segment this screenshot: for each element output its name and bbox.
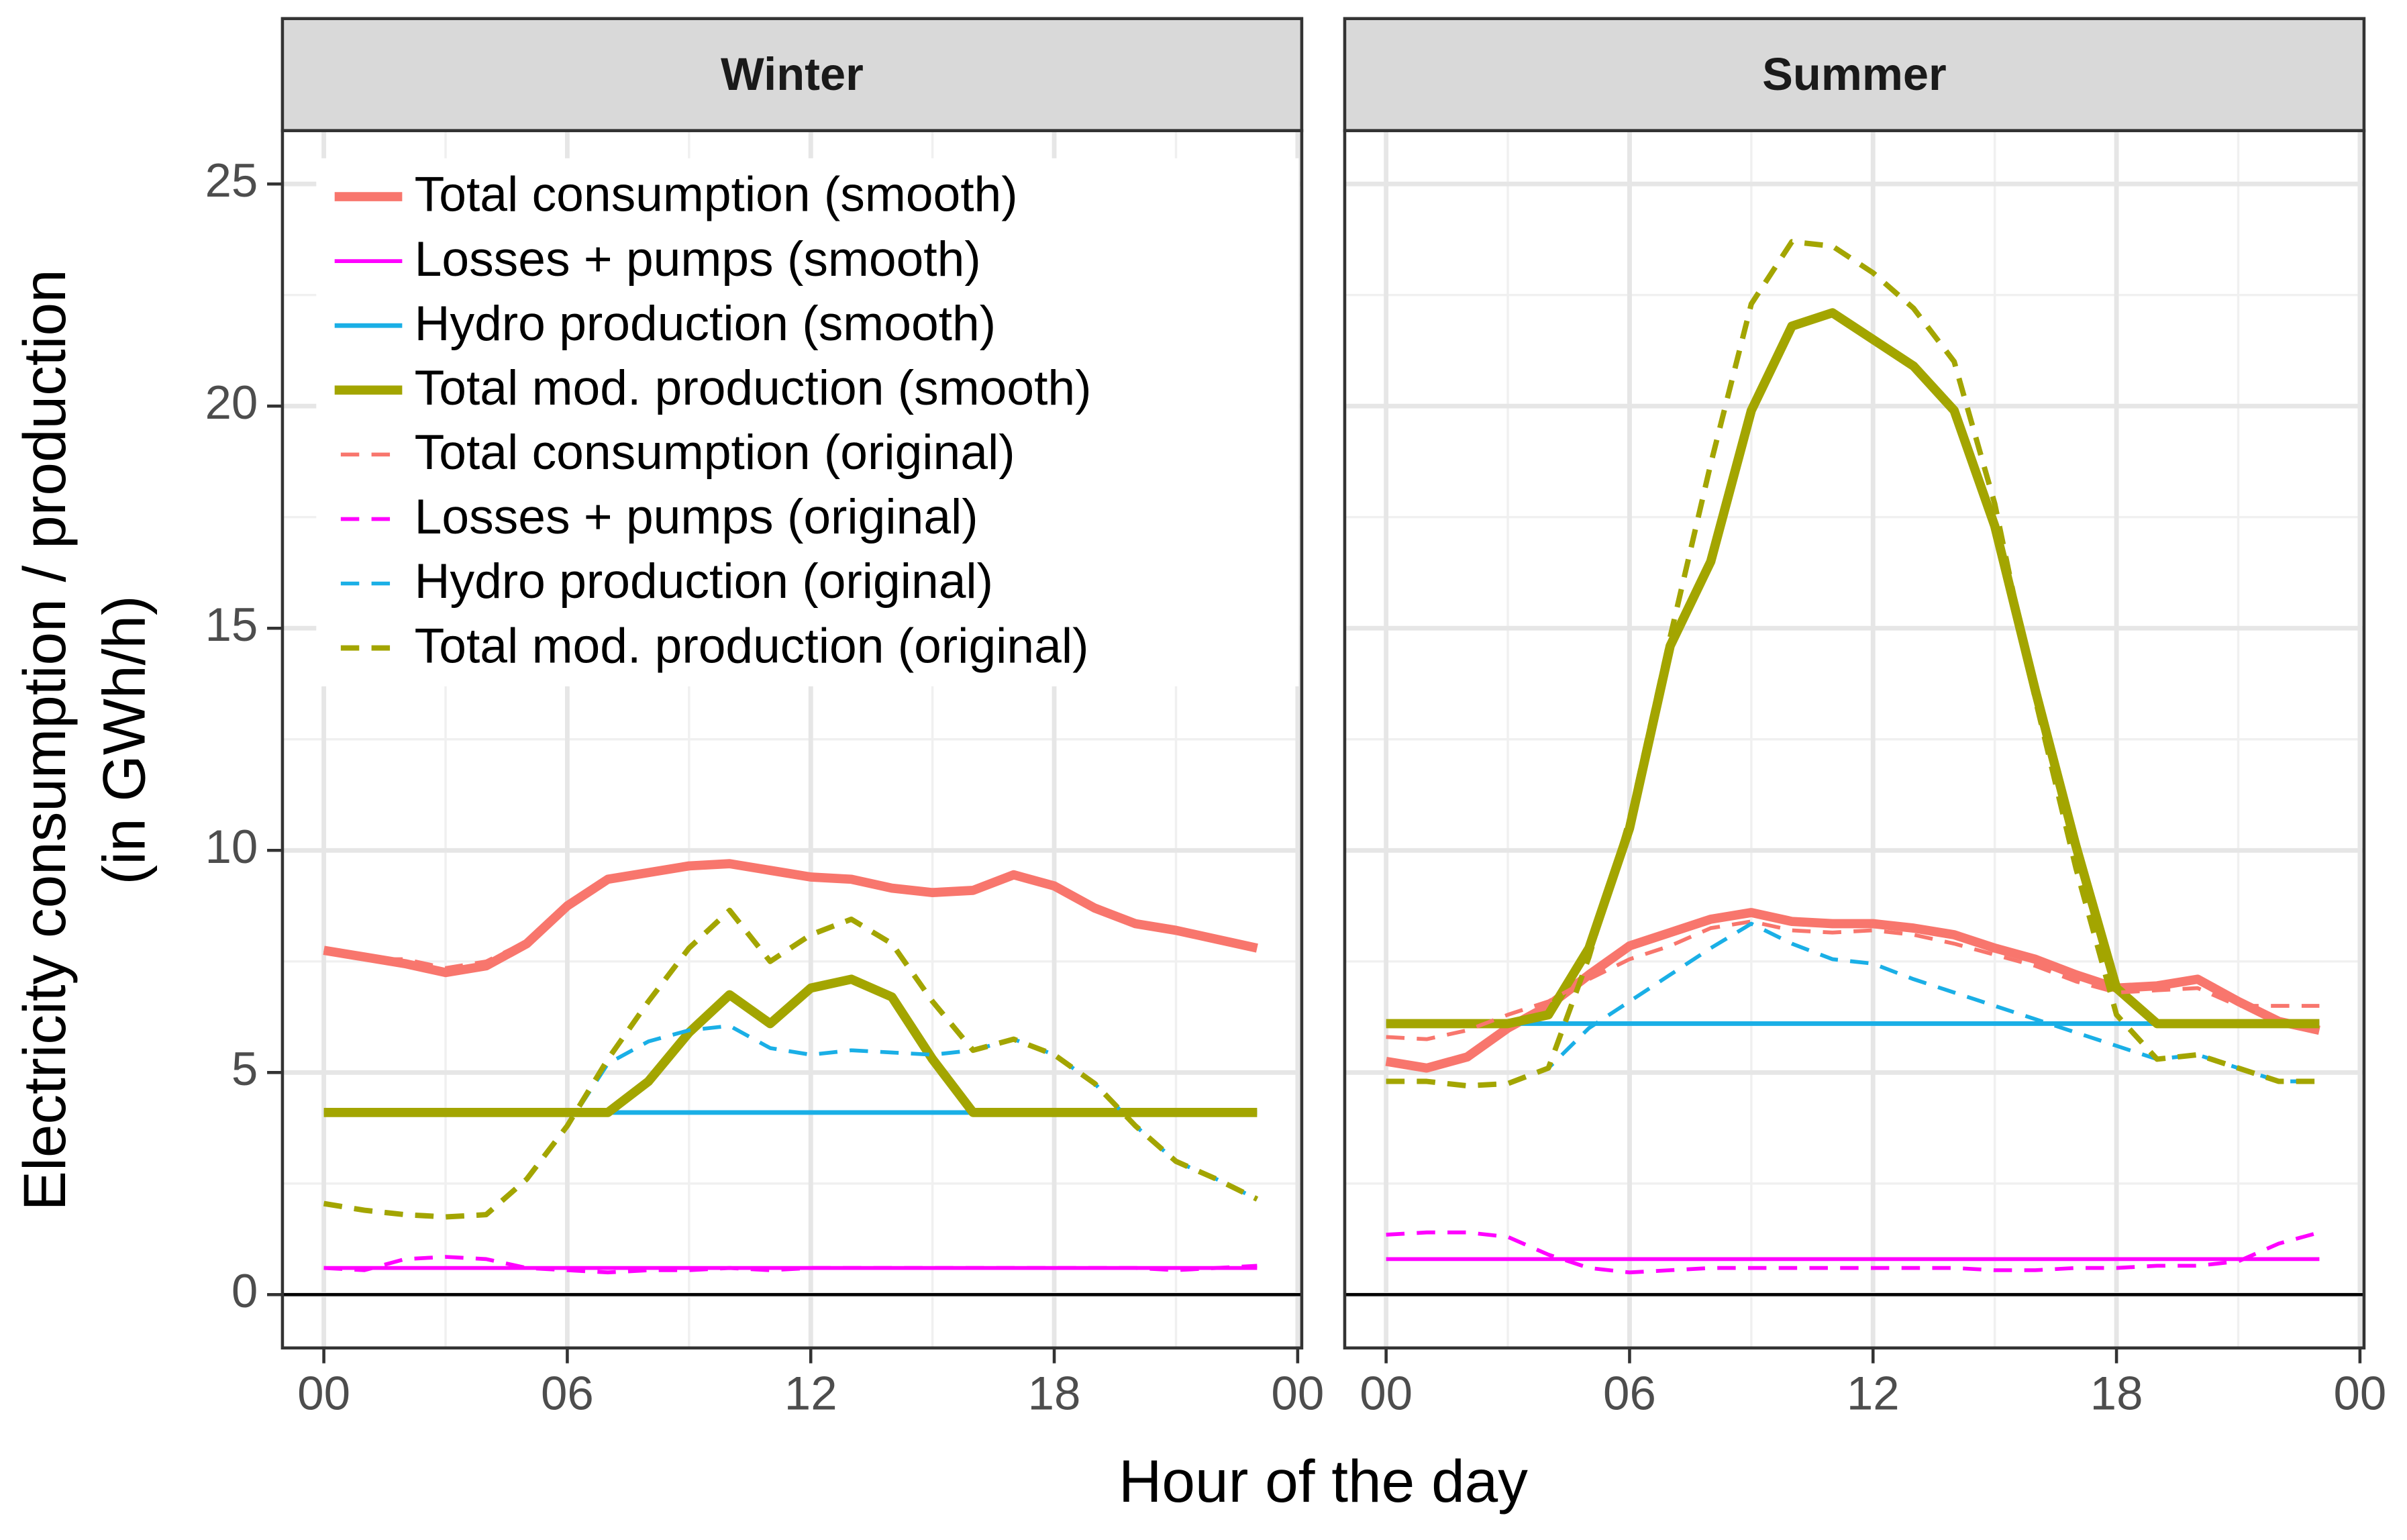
legend-label: Losses + pumps (original) bbox=[415, 489, 978, 544]
series-line bbox=[323, 862, 1258, 970]
x-axis-title: Hour of the day bbox=[1119, 1447, 1528, 1515]
x-tick-label: 06 bbox=[1603, 1368, 1656, 1421]
legend-label: Total consumption (smooth) bbox=[415, 167, 1018, 222]
legend-label: Total consumption (original) bbox=[415, 425, 1015, 480]
x-tick-label: 12 bbox=[784, 1368, 837, 1421]
legend-label: Hydro production (original) bbox=[415, 554, 993, 609]
series-line bbox=[1385, 908, 2320, 1073]
y-tick-label: 15 bbox=[205, 599, 258, 652]
legend-label: Total mod. production (original) bbox=[415, 618, 1089, 673]
facet-strip bbox=[280, 17, 1304, 132]
legend-label: Hydro production (smooth) bbox=[415, 296, 996, 351]
x-tick-label: 18 bbox=[2090, 1368, 2143, 1421]
y-tick-label: 20 bbox=[205, 376, 258, 429]
x-tick-label: 12 bbox=[1847, 1368, 1900, 1421]
facet-title: Summer bbox=[1762, 48, 1947, 100]
y-axis-title: Electricity consumption / production bbox=[11, 269, 78, 1211]
series-line bbox=[1386, 919, 2320, 1041]
legend-label: Losses + pumps (smooth) bbox=[415, 232, 981, 287]
x-tick-label: 18 bbox=[1028, 1368, 1081, 1421]
y-axis-title: (in GWh/h) bbox=[91, 595, 158, 884]
x-tick-label: 00 bbox=[1360, 1368, 1413, 1421]
legend-label: Total mod. production (smooth) bbox=[415, 360, 1092, 415]
x-tick-label: 06 bbox=[541, 1368, 594, 1421]
y-tick-label: 10 bbox=[205, 821, 258, 874]
series-line bbox=[1386, 239, 2320, 1089]
series-line bbox=[323, 907, 1259, 1220]
panel-border bbox=[280, 129, 1304, 1350]
x-tick-label: 00 bbox=[2333, 1368, 2386, 1421]
legend-box bbox=[316, 158, 1299, 686]
y-tick-label: 25 bbox=[205, 154, 258, 207]
series-line bbox=[1386, 308, 2320, 1029]
series-line bbox=[323, 974, 1258, 1117]
x-tick-label: 00 bbox=[297, 1368, 350, 1421]
panel-border bbox=[1343, 129, 2366, 1350]
y-tick-label: 5 bbox=[232, 1043, 258, 1096]
series-line bbox=[1386, 1230, 2320, 1275]
y-tick-label: 0 bbox=[232, 1265, 258, 1318]
series-line bbox=[323, 1255, 1258, 1275]
x-tick-label: 00 bbox=[1271, 1368, 1324, 1421]
facet-title: Winter bbox=[721, 48, 864, 100]
